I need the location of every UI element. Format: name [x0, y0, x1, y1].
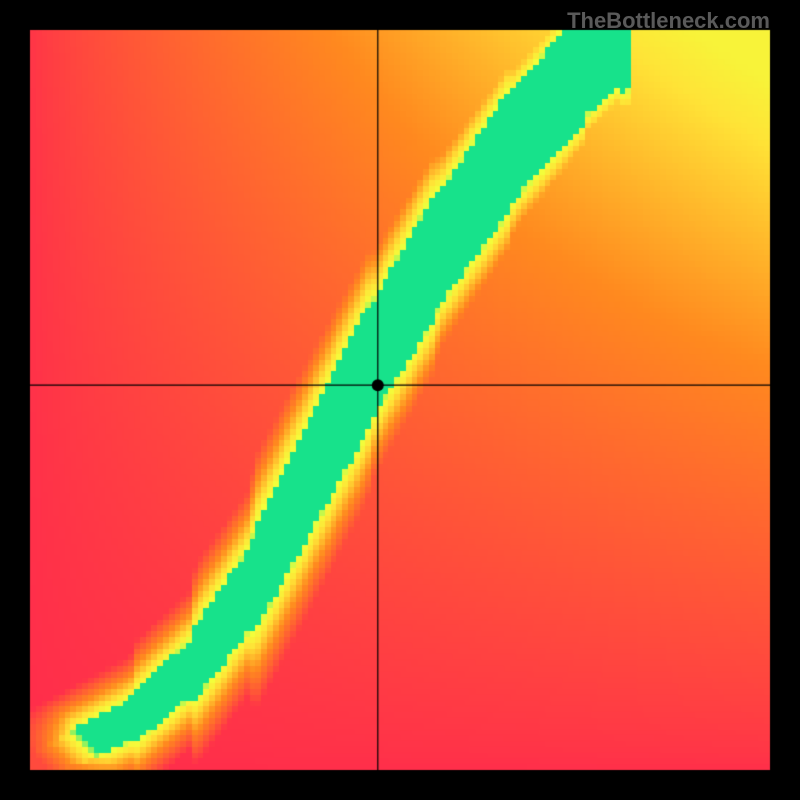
bottleneck-heatmap [0, 0, 800, 800]
watermark-text: TheBottleneck.com [567, 8, 770, 34]
chart-container: TheBottleneck.com [0, 0, 800, 800]
